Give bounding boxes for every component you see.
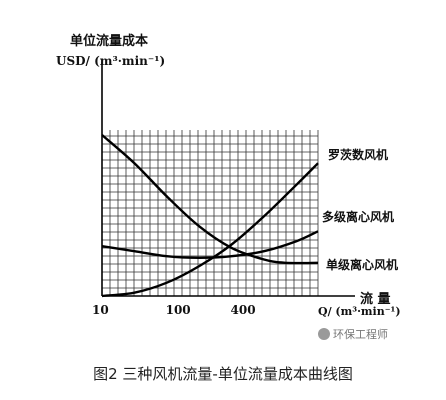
x-tick-label: 100: [166, 303, 191, 317]
series-label-roots: 罗茨数风机: [328, 148, 389, 162]
axes: [101, 62, 355, 297]
x-axis-label: 流 量: [360, 292, 391, 307]
series-label-multistage: 多级离心风机: [322, 210, 395, 224]
x-tick-label: 400: [231, 303, 256, 317]
x-axis-unit: Q/ (m³·min⁻¹): [318, 305, 401, 318]
y-axis-unit: USD/ (m³·min⁻¹): [56, 54, 166, 68]
series-line-2: [101, 134, 319, 265]
curves: [101, 134, 319, 298]
y-axis-label: 单位流量成本: [70, 34, 149, 49]
watermark: 环保工程师: [318, 326, 388, 342]
x-tick-label: 10: [92, 303, 109, 317]
wechat-icon: [318, 328, 330, 340]
series-label-singlestage: 单级离心风机: [326, 258, 399, 272]
grid: [101, 130, 319, 297]
x-ticks: 10 100 400: [92, 303, 256, 317]
figure-caption: 图2 三种风机流量-单位流量成本曲线图: [93, 365, 353, 383]
series-line-0: [101, 162, 319, 298]
watermark-text: 环保工程师: [333, 328, 388, 341]
series-line-1: [101, 230, 319, 260]
